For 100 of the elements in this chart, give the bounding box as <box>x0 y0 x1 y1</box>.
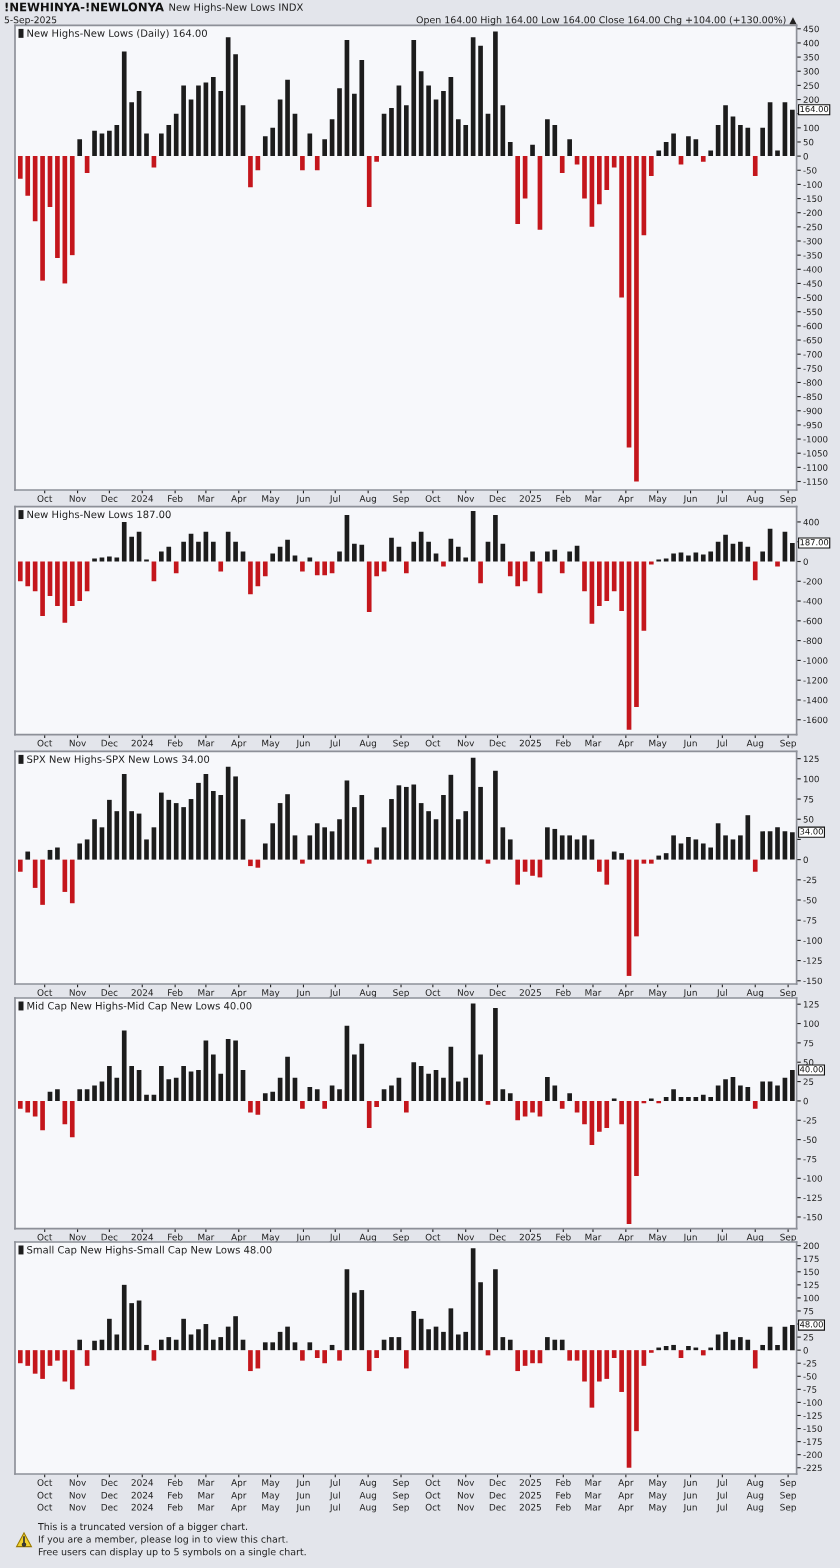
bar <box>678 843 684 860</box>
bar <box>604 561 610 602</box>
bar <box>25 561 31 587</box>
bar <box>92 819 97 860</box>
bar <box>530 859 535 876</box>
bar <box>121 51 127 157</box>
bar <box>515 859 521 885</box>
bar <box>40 1350 45 1379</box>
bar <box>678 156 684 165</box>
bar <box>159 792 164 860</box>
bar <box>314 561 320 576</box>
bar <box>285 539 290 562</box>
bar <box>411 1310 417 1351</box>
bar <box>25 1100 31 1113</box>
bar <box>107 1066 112 1101</box>
bar <box>366 1350 372 1372</box>
bar <box>455 546 461 562</box>
bar <box>686 837 691 860</box>
bar <box>545 827 550 860</box>
bar <box>530 1350 535 1364</box>
bar <box>545 551 550 562</box>
bar <box>478 561 483 584</box>
bar <box>493 31 498 157</box>
bar <box>307 1342 313 1351</box>
bar <box>322 827 327 860</box>
bar <box>738 1337 743 1351</box>
bar <box>671 1089 676 1101</box>
bar <box>411 1062 417 1101</box>
bar <box>493 1269 498 1351</box>
bar <box>285 1056 290 1101</box>
bar <box>262 136 268 157</box>
bar <box>530 1100 535 1113</box>
bar <box>389 537 394 562</box>
bar <box>745 546 751 562</box>
bar <box>248 859 253 867</box>
bar <box>366 156 372 208</box>
bar <box>300 1100 305 1109</box>
bar <box>441 561 446 567</box>
bar <box>723 534 728 562</box>
bar <box>752 1350 758 1369</box>
bar <box>55 1089 60 1101</box>
bar <box>686 136 691 157</box>
bar <box>752 156 758 176</box>
bar <box>604 859 610 885</box>
bar <box>107 1318 112 1351</box>
bar <box>262 1093 268 1101</box>
bar <box>738 125 743 157</box>
bar <box>337 1350 342 1361</box>
bar <box>307 133 313 157</box>
bar <box>107 799 112 860</box>
bar <box>404 786 409 860</box>
bar <box>69 859 75 904</box>
bar <box>552 1339 558 1351</box>
bar <box>166 1337 172 1351</box>
bar <box>752 1100 758 1109</box>
bar <box>307 1086 313 1101</box>
bar <box>173 561 179 574</box>
bar <box>196 85 201 157</box>
bar <box>723 1079 728 1101</box>
bar <box>686 1345 691 1351</box>
bar <box>552 1085 558 1101</box>
bar <box>389 1085 394 1101</box>
bar <box>77 843 83 860</box>
bar <box>77 1339 83 1351</box>
bar <box>300 156 305 171</box>
bar <box>159 1339 164 1351</box>
bar <box>775 561 780 567</box>
bar <box>322 1100 327 1109</box>
bar <box>611 851 617 860</box>
bar <box>411 40 417 157</box>
bar <box>775 827 780 860</box>
bar <box>404 1350 409 1369</box>
bar <box>107 130 112 157</box>
bar <box>411 784 417 860</box>
bar <box>262 1342 268 1351</box>
bar <box>322 1350 327 1364</box>
bar <box>181 85 186 157</box>
bar <box>567 835 572 860</box>
bar <box>671 553 676 562</box>
bar <box>181 1318 186 1351</box>
bar <box>418 531 424 562</box>
bar <box>300 1350 305 1361</box>
bar <box>166 799 172 860</box>
bar <box>552 549 558 562</box>
bar <box>17 859 23 872</box>
bar <box>248 1350 253 1372</box>
bar <box>745 127 751 157</box>
bar <box>752 859 758 872</box>
bar <box>604 1100 610 1128</box>
bar <box>159 551 164 562</box>
bar <box>92 1340 97 1351</box>
bar <box>775 1085 780 1101</box>
bar <box>545 119 550 157</box>
bar <box>530 551 535 562</box>
bar <box>760 1081 765 1101</box>
bar <box>77 139 83 157</box>
bar <box>760 831 765 860</box>
bar <box>25 1350 31 1366</box>
bar <box>515 156 521 225</box>
bar <box>248 561 253 595</box>
